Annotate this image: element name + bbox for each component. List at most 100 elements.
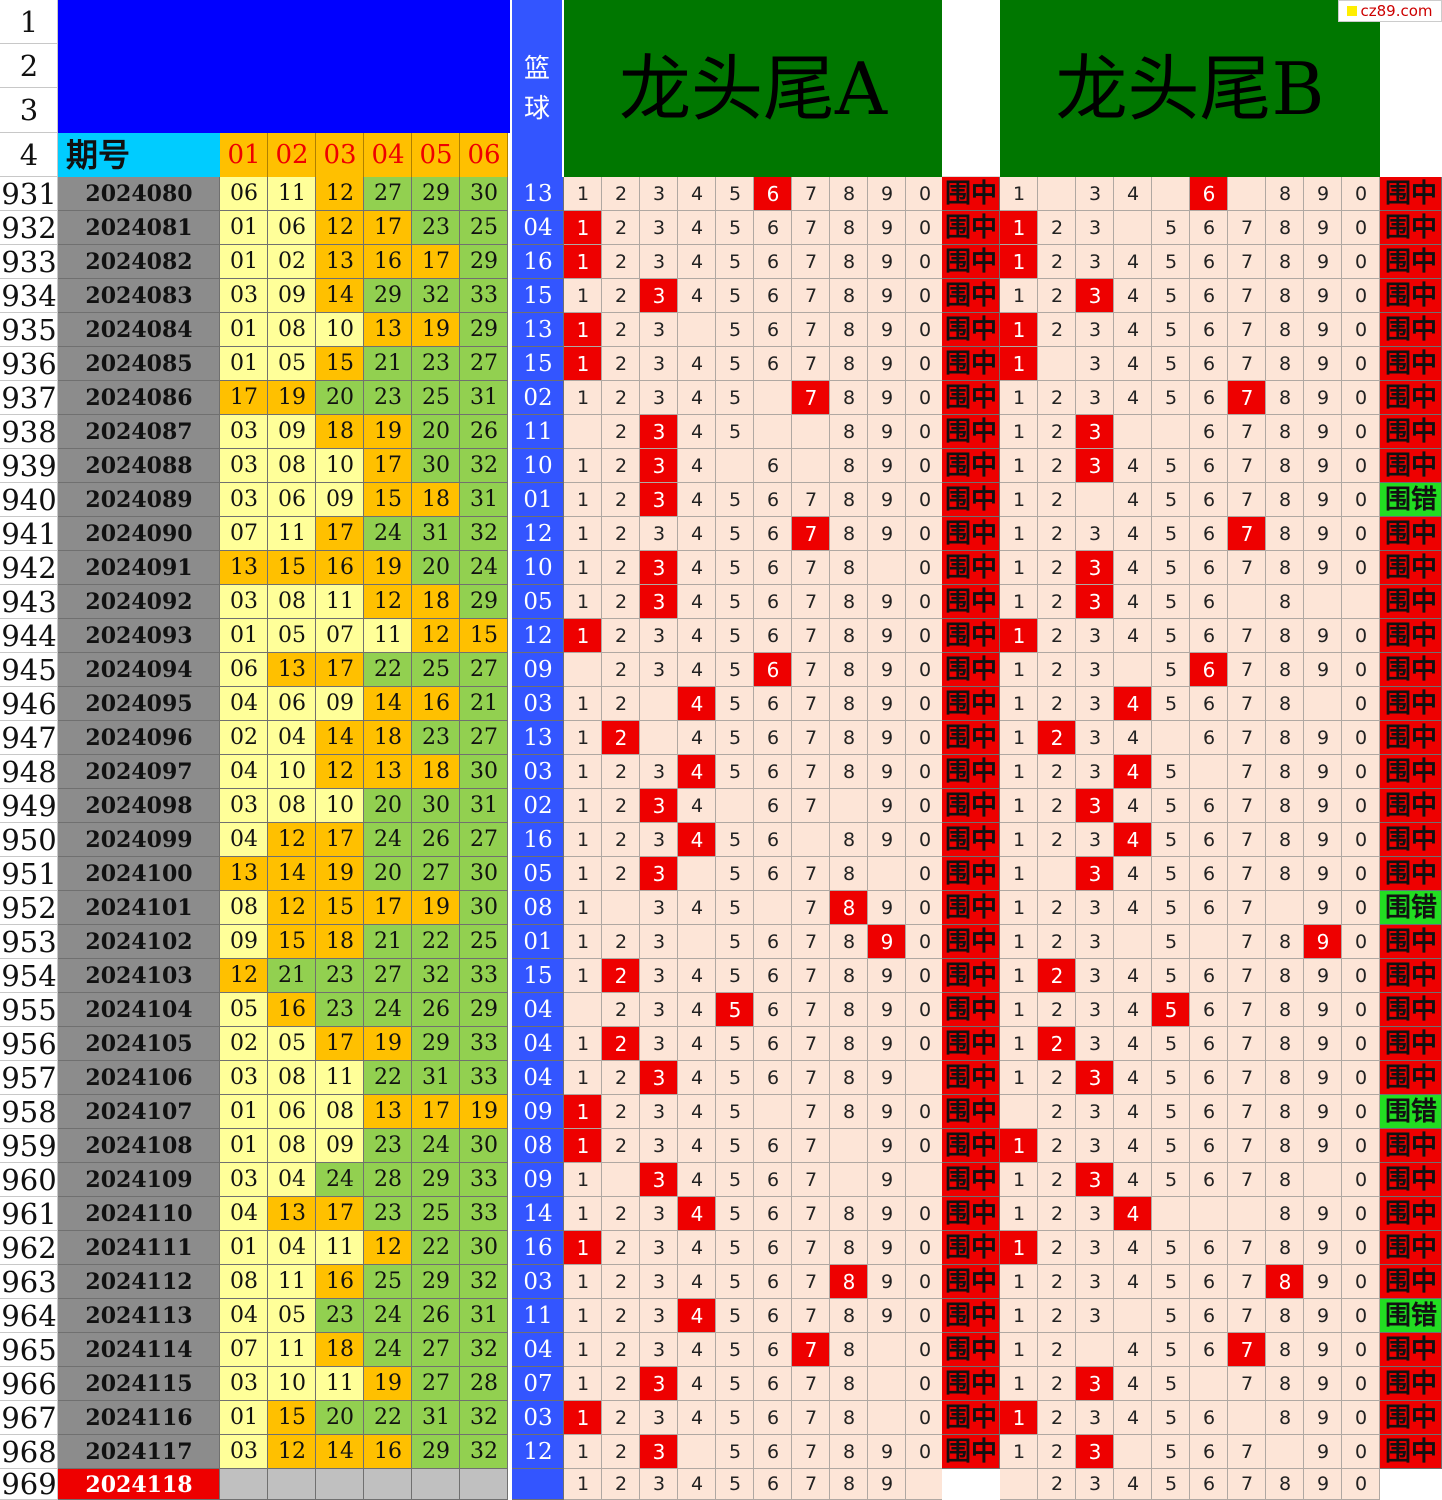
- row-number: 957: [0, 1061, 58, 1095]
- digit-cell: 0: [906, 1401, 944, 1435]
- digit-cell: 8: [1266, 449, 1304, 483]
- ball-cell: 12: [316, 211, 364, 245]
- digit-cell: [868, 1367, 906, 1401]
- digit-cell: 2: [1038, 551, 1076, 585]
- ball-cell: 29: [412, 1027, 460, 1061]
- row-number: 968: [0, 1435, 58, 1469]
- ball-cell: 07: [220, 517, 268, 551]
- ball-cell: 02: [220, 1027, 268, 1061]
- digit-cell: 0: [1342, 1129, 1380, 1163]
- ball-cell: 12: [268, 823, 316, 857]
- period-cell: 2024086: [58, 381, 220, 415]
- digit-cell: 6: [1190, 1095, 1228, 1129]
- digit-cell: 9: [868, 993, 906, 1027]
- digit-cell: 5: [716, 1469, 754, 1500]
- ball-cell: 04: [220, 1299, 268, 1333]
- digit-cell: 5: [1152, 585, 1190, 619]
- digit-cell: 7: [1228, 721, 1266, 755]
- digit-cell: 3: [640, 1231, 678, 1265]
- digit-cell: 4: [678, 1265, 716, 1299]
- digit-cell: [602, 1163, 640, 1197]
- ball-cell: 12: [268, 891, 316, 925]
- digit-cell: 8: [1266, 1197, 1304, 1231]
- digit-cell: 4: [1114, 177, 1152, 211]
- digit-cell: 2: [1038, 1129, 1076, 1163]
- ball-cell: 18: [412, 483, 460, 517]
- digit-cell: 5: [716, 959, 754, 993]
- digit-cell: 1: [564, 279, 602, 313]
- digit-cell: 1: [1000, 449, 1038, 483]
- digit-cell: 6: [1190, 823, 1228, 857]
- digit-cell: 1: [564, 1367, 602, 1401]
- digit-cell: 1: [1000, 1027, 1038, 1061]
- digit-cell: 0: [906, 313, 944, 347]
- digit-cell: 6: [1190, 1469, 1228, 1500]
- digit-cell: 9: [868, 1469, 906, 1500]
- digit-cell: 8: [830, 551, 868, 585]
- period-cell: 2024096: [58, 721, 220, 755]
- result-hit-b: 围中: [1380, 177, 1442, 211]
- digit-cell: 0: [1342, 177, 1380, 211]
- result-hit-a: 围中: [942, 653, 1000, 687]
- result-hit-b: 围中: [1380, 585, 1442, 619]
- digit-cell: 4: [1114, 313, 1152, 347]
- digit-cell: 8: [830, 177, 868, 211]
- digit-cell: 8: [1266, 1095, 1304, 1129]
- digit-cell: 2: [602, 449, 640, 483]
- ball-cell: 17: [412, 1095, 460, 1129]
- digit-cell: 5: [716, 415, 754, 449]
- digit-cell: 1: [564, 517, 602, 551]
- result-hit-a: 围中: [942, 279, 1000, 313]
- digit-cell: 6: [754, 755, 792, 789]
- ball-header: 03: [316, 133, 364, 177]
- digit-cell: 8: [830, 279, 868, 313]
- digit-cell: 1: [564, 1333, 602, 1367]
- digit-cell: 3: [1076, 619, 1114, 653]
- result-hit-b: 围中: [1380, 857, 1442, 891]
- result-hit-b: 围中: [1380, 1401, 1442, 1435]
- ball-cell: 32: [460, 449, 508, 483]
- digit-cell: 7: [792, 1435, 830, 1469]
- row-number-header: 2: [0, 44, 58, 88]
- digit-cell: 0: [1342, 993, 1380, 1027]
- digit-hit-cell: 1: [1000, 313, 1038, 347]
- digit-cell: 1: [564, 1163, 602, 1197]
- digit-cell: 9: [1304, 721, 1342, 755]
- digit-cell: 2: [1038, 755, 1076, 789]
- digit-cell: 6: [1190, 789, 1228, 823]
- digit-cell: 7: [1228, 755, 1266, 789]
- digit-cell: 5: [1152, 449, 1190, 483]
- digit-cell: 4: [678, 1129, 716, 1163]
- digit-cell: 8: [830, 211, 868, 245]
- digit-cell: 0: [906, 551, 944, 585]
- digit-cell: 2: [602, 823, 640, 857]
- digit-cell: 1: [1000, 1367, 1038, 1401]
- digit-hit-cell: 4: [678, 1197, 716, 1231]
- period-cell: 2024092: [58, 585, 220, 619]
- digit-cell: [640, 687, 678, 721]
- period-cell: 2024117: [58, 1435, 220, 1469]
- result-hit-a: 围中: [942, 891, 1000, 925]
- digit-cell: 1: [1000, 381, 1038, 415]
- digit-cell: 5: [716, 653, 754, 687]
- digit-cell: 5: [1152, 347, 1190, 381]
- ball-cell: 13: [268, 653, 316, 687]
- row-number: 953: [0, 925, 58, 959]
- digit-cell: 9: [1304, 381, 1342, 415]
- digit-cell: 1: [1000, 959, 1038, 993]
- result-hit-a: 围中: [942, 1435, 1000, 1469]
- digit-cell: 9: [868, 687, 906, 721]
- digit-cell: 9: [1304, 347, 1342, 381]
- digit-cell: 8: [1266, 1163, 1304, 1197]
- digit-cell: 8: [830, 313, 868, 347]
- digit-cell: 9: [868, 177, 906, 211]
- digit-cell: 3: [640, 347, 678, 381]
- result-hit-a: 围中: [942, 959, 1000, 993]
- result-hit-b: 围中: [1380, 653, 1442, 687]
- digit-cell: 5: [1152, 823, 1190, 857]
- digit-cell: 7: [792, 211, 830, 245]
- digit-cell: 8: [1266, 585, 1304, 619]
- ball-cell: 18: [364, 721, 412, 755]
- watermark-text: cz89.com: [1360, 1, 1433, 20]
- row-number: 938: [0, 415, 58, 449]
